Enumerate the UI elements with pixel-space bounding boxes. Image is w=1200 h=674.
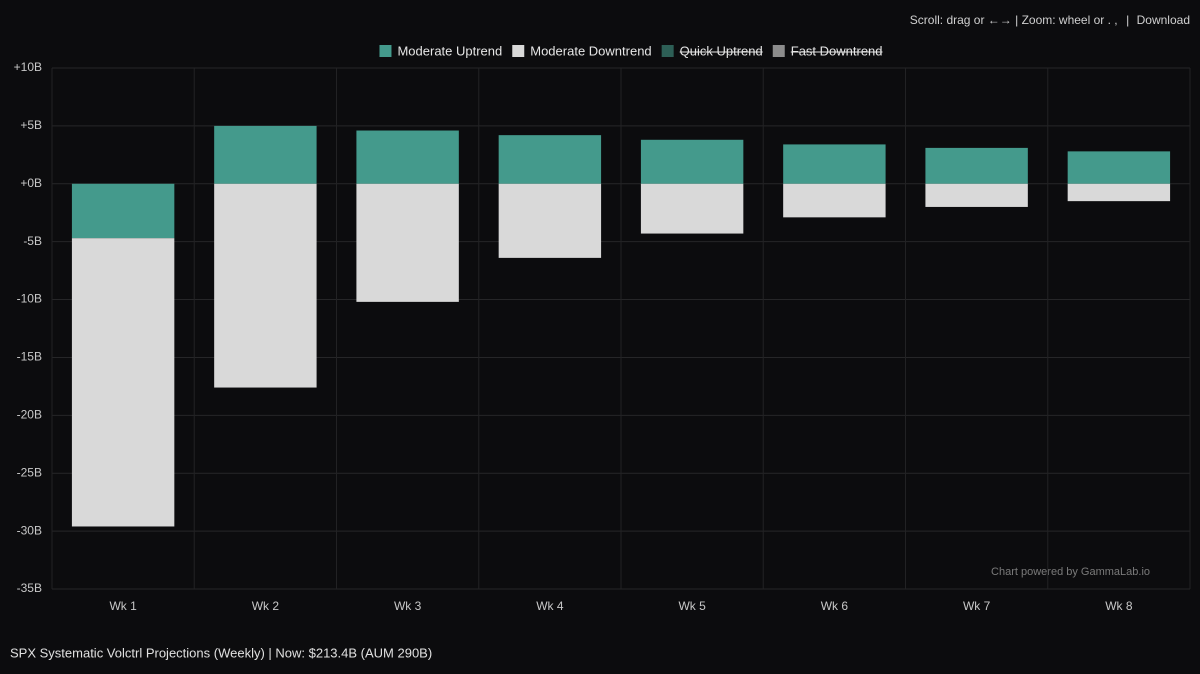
x-tick-label: Wk 7	[963, 599, 991, 613]
bar	[356, 130, 459, 184]
x-tick-label: Wk 6	[821, 599, 849, 613]
bar	[925, 183, 1028, 207]
y-tick-label: -35B	[17, 581, 42, 595]
bar	[1067, 151, 1171, 184]
y-tick-label: -5B	[23, 234, 42, 248]
controls-hint: Scroll: drag or ←→ | Zoom: wheel or . ,	[910, 13, 1118, 27]
legend-swatch	[661, 45, 674, 57]
legend-label: Quick Uptrend	[680, 43, 763, 58]
bar	[214, 125, 317, 184]
x-tick-label: Wk 3	[394, 599, 422, 613]
bar	[640, 139, 744, 184]
bar	[498, 183, 602, 258]
y-tick-label: -15B	[17, 350, 42, 364]
bar	[498, 135, 602, 184]
bar	[640, 183, 744, 234]
bar	[1067, 183, 1171, 202]
y-tick-label: +5B	[20, 118, 42, 132]
bar	[71, 183, 175, 239]
bar	[783, 183, 886, 218]
legend-swatch	[772, 45, 785, 57]
y-tick-label: +0B	[20, 176, 42, 190]
separator: |	[1126, 13, 1129, 27]
y-tick-label: -10B	[17, 292, 42, 306]
x-tick-label: Wk 4	[536, 599, 564, 613]
bar	[783, 144, 886, 184]
y-tick-label: +10B	[14, 60, 42, 74]
bar	[356, 183, 459, 302]
y-tick-label: -30B	[17, 523, 42, 537]
legend-label: Moderate Downtrend	[530, 43, 651, 58]
x-tick-label: Wk 5	[678, 599, 706, 613]
legend-label: Fast Downtrend	[791, 43, 883, 58]
download-button[interactable]: Download	[1137, 13, 1190, 27]
y-tick-label: -20B	[17, 408, 42, 422]
watermark: Chart powered by GammaLab.io	[991, 566, 1150, 578]
legend-label: Moderate Uptrend	[397, 43, 502, 58]
x-tick-label: Wk 8	[1105, 599, 1133, 613]
legend-swatch	[379, 45, 392, 57]
bar	[214, 183, 317, 388]
x-tick-label: Wk 1	[109, 599, 137, 613]
bar	[71, 238, 175, 527]
legend-swatch	[512, 45, 525, 57]
x-tick-label: Wk 2	[252, 599, 280, 613]
y-tick-label: -25B	[17, 465, 42, 479]
bar	[925, 147, 1028, 184]
footer: SPX Systematic Volctrl Projections (Week…	[10, 645, 432, 660]
